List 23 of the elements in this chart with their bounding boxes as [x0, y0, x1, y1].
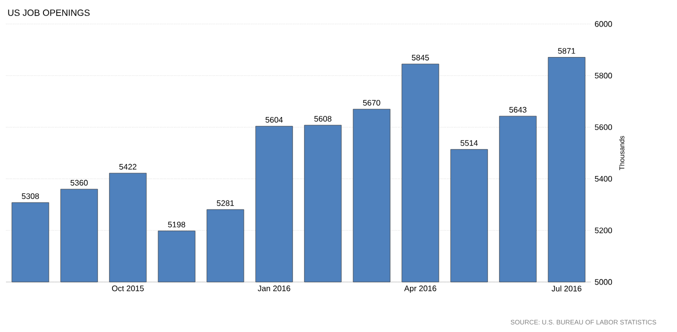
- x-tick-label: Jan 2016: [258, 286, 290, 292]
- x-tick-label: Oct 2015: [112, 286, 144, 292]
- data-label: 5845: [412, 54, 429, 60]
- y-tick-label: 5800: [594, 72, 612, 78]
- data-label: 5604: [266, 116, 283, 123]
- data-label: 5608: [314, 116, 332, 122]
- y-tick-label: 5400: [594, 176, 612, 182]
- data-label: 5643: [509, 106, 526, 113]
- x-tick-label: Apr 2016: [404, 286, 436, 293]
- data-label: 5514: [460, 140, 478, 146]
- data-label: 5360: [70, 180, 88, 186]
- y-tick-label: 5200: [594, 228, 612, 234]
- data-label: 5871: [558, 48, 576, 54]
- chart-title: US JOB OPENINGS: [8, 10, 90, 16]
- y-tick-label: 5000: [594, 279, 612, 285]
- data-label: 5198: [168, 222, 186, 228]
- x-tick-label: Jul 2016: [552, 286, 582, 292]
- y-tick-label: 5600: [594, 124, 612, 130]
- data-label: 5670: [363, 100, 380, 106]
- data-label: 5308: [22, 193, 39, 199]
- data-label: 5281: [216, 200, 234, 206]
- y-tick-label: 6000: [594, 21, 612, 27]
- data-label: 5422: [119, 164, 136, 170]
